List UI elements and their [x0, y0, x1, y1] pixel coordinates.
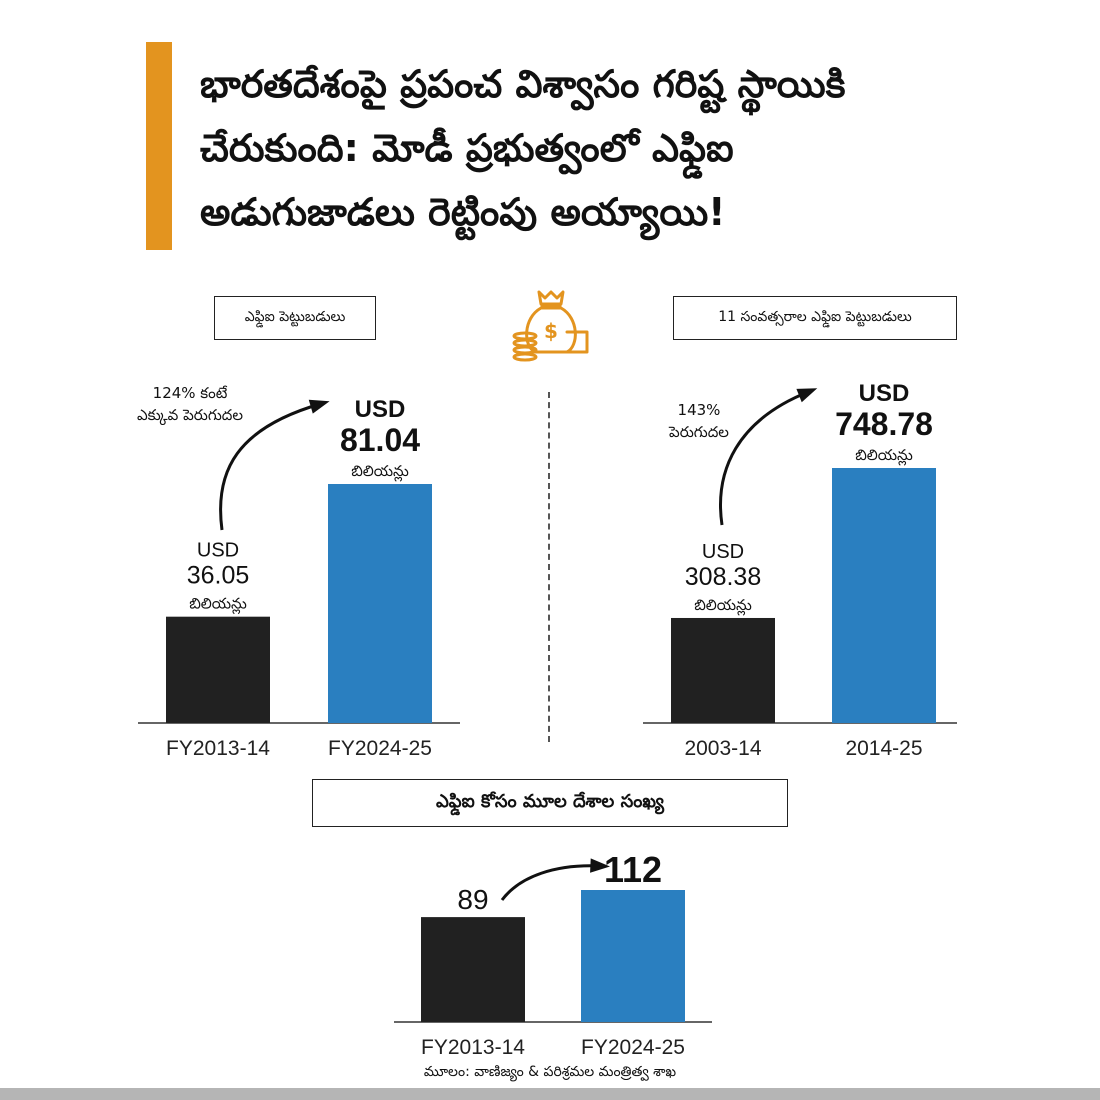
- x-tick-label: FY2013-14: [166, 737, 270, 760]
- growth-annotation: ఎక్కువ పెరుగుదల: [137, 406, 243, 426]
- x-tick-label: 2003-14: [684, 737, 761, 760]
- chart-2-title: 11 సంవత్సరాల ఎఫ్డిఐ పెట్టుబడులు: [673, 296, 957, 340]
- bar: [832, 468, 936, 723]
- chart-3-title: ఎఫ్డిఐ కోసం మూల దేశాల సంఖ్య: [312, 779, 788, 827]
- footer-strip: [0, 1088, 1100, 1100]
- chart-1-title: ఎఫ్డిఐ పెట్టుబడులు: [214, 296, 376, 340]
- value-label-unit: బిలియన్లు: [351, 462, 409, 482]
- accent-bar: [146, 42, 172, 250]
- growth-annotation: 124% కంటే: [153, 384, 228, 402]
- money-bag-coins-icon: $: [512, 290, 589, 362]
- value-label-number: 308.38: [685, 563, 761, 591]
- headline-line-1: భారతదేశంపై ప్రపంచ విశ్వాసం గరిష్ట స్థాయి…: [200, 62, 846, 106]
- value-label-unit: బిలియన్లు: [694, 596, 752, 616]
- growth-annotation: పెరుగుదల: [668, 423, 729, 441]
- growth-annotation: 143%: [678, 401, 721, 419]
- x-tick-label: FY2024-25: [328, 737, 432, 760]
- source-note: మూలం: వాణిజ్యం & పరిశ్రమల మంత్రిత్వ శాఖ: [423, 1064, 677, 1080]
- growth-arrow-line: [219, 402, 321, 531]
- headline: భారతదేశంపై ప్రపంచ విశ్వాసం గరిష్ట స్థాయి…: [200, 52, 1060, 244]
- bar: [421, 917, 525, 1022]
- value-label-currency: USD: [859, 380, 910, 407]
- value-label-number: 112: [604, 849, 662, 890]
- growth-arrow-line: [719, 390, 809, 526]
- svg-text:$: $: [544, 319, 558, 343]
- value-label-unit: బిలియన్లు: [189, 595, 247, 615]
- headline-line-3: అడుగుజాడలు రెట్టింపు అయ్యాయి!: [200, 190, 726, 234]
- x-tick-label: FY2024-25: [581, 1036, 685, 1059]
- value-label-number: 89: [457, 884, 488, 915]
- x-tick-label: 2014-25: [845, 737, 922, 760]
- value-label-currency: USD: [355, 396, 406, 423]
- bar: [581, 890, 685, 1022]
- x-tick-label: FY2013-14: [421, 1036, 525, 1059]
- value-label-number: 748.78: [835, 406, 933, 442]
- value-label-unit: బిలియన్లు: [855, 446, 913, 466]
- value-label-currency: USD: [702, 541, 744, 563]
- growth-arrow-head: [308, 399, 330, 414]
- section-divider: [548, 392, 550, 742]
- growth-arrow-head: [590, 858, 610, 873]
- growth-arrow-head: [796, 388, 818, 403]
- bar: [328, 484, 432, 723]
- value-label-number: 81.04: [340, 422, 420, 458]
- bar: [166, 616, 270, 723]
- bar: [671, 617, 775, 723]
- growth-arrow-line: [500, 864, 601, 901]
- value-label-number: 36.05: [187, 562, 250, 590]
- headline-line-2: చేరుకుంది: మోడీ ప్రభుత్వంలో ఎఫ్డిఐ: [200, 126, 734, 170]
- value-label-currency: USD: [197, 540, 239, 562]
